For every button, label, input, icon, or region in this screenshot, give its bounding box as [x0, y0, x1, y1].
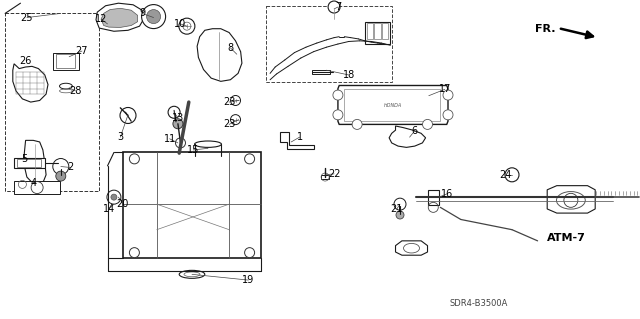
Circle shape	[394, 198, 406, 210]
Circle shape	[352, 119, 362, 130]
Text: 20: 20	[116, 198, 129, 209]
Circle shape	[175, 138, 186, 148]
Polygon shape	[197, 29, 242, 81]
Bar	[428, 190, 439, 205]
Circle shape	[333, 90, 343, 100]
Text: 24: 24	[499, 170, 512, 180]
Circle shape	[396, 211, 404, 219]
Polygon shape	[13, 64, 48, 102]
Text: 12: 12	[95, 14, 108, 24]
Bar	[374, 23, 381, 39]
Text: 15: 15	[187, 145, 200, 155]
Text: 14: 14	[102, 204, 115, 214]
Bar	[321, 175, 329, 179]
Bar	[266, 6, 392, 82]
Ellipse shape	[195, 153, 221, 159]
Bar	[17, 159, 41, 167]
Circle shape	[52, 159, 69, 174]
Text: 8: 8	[227, 43, 234, 53]
Circle shape	[168, 106, 180, 118]
Circle shape	[56, 171, 66, 181]
Circle shape	[111, 194, 117, 200]
Bar	[344, 89, 440, 121]
Text: 18: 18	[342, 70, 355, 80]
Text: 23: 23	[223, 97, 236, 107]
Circle shape	[230, 95, 241, 106]
Circle shape	[179, 18, 195, 34]
Text: 16: 16	[440, 189, 453, 199]
Ellipse shape	[179, 270, 205, 278]
Circle shape	[333, 110, 343, 120]
Circle shape	[230, 115, 241, 125]
Text: 26: 26	[19, 56, 32, 66]
Polygon shape	[24, 140, 46, 183]
Polygon shape	[101, 8, 138, 27]
Bar	[53, 53, 79, 70]
Bar	[56, 54, 75, 68]
Ellipse shape	[195, 141, 221, 147]
Bar	[365, 22, 390, 44]
Text: 3: 3	[117, 132, 124, 142]
Text: 5: 5	[21, 154, 28, 164]
Polygon shape	[123, 152, 261, 258]
Text: 4: 4	[30, 178, 36, 189]
Text: ATM-7: ATM-7	[547, 233, 586, 243]
Text: 10: 10	[174, 19, 187, 29]
Bar	[367, 23, 373, 39]
Text: 27: 27	[76, 46, 88, 56]
Circle shape	[505, 168, 519, 182]
Circle shape	[244, 248, 255, 258]
Circle shape	[141, 4, 166, 29]
Text: 22: 22	[328, 169, 340, 179]
Polygon shape	[396, 241, 428, 255]
Circle shape	[244, 154, 255, 164]
Bar	[14, 158, 45, 168]
Text: 2: 2	[67, 162, 74, 173]
Text: 9: 9	[139, 8, 145, 19]
Bar	[312, 70, 330, 74]
Circle shape	[173, 119, 183, 129]
Text: 11: 11	[163, 134, 176, 144]
Text: FR.: FR.	[535, 24, 556, 34]
Circle shape	[328, 1, 340, 13]
Text: 23: 23	[223, 119, 236, 130]
Text: 17: 17	[438, 84, 451, 94]
Text: 7: 7	[335, 2, 341, 12]
Circle shape	[120, 108, 136, 123]
Polygon shape	[5, 13, 99, 191]
Circle shape	[129, 154, 140, 164]
Text: 13: 13	[172, 113, 184, 123]
Text: 19: 19	[242, 275, 255, 285]
Polygon shape	[547, 186, 595, 213]
Circle shape	[443, 110, 453, 120]
Polygon shape	[338, 85, 448, 124]
Text: 25: 25	[20, 12, 33, 23]
Circle shape	[564, 193, 578, 207]
Polygon shape	[96, 3, 144, 31]
Text: 21: 21	[390, 204, 403, 214]
Text: 28: 28	[69, 86, 82, 96]
Circle shape	[129, 248, 140, 258]
Text: SDR4-B3500A: SDR4-B3500A	[449, 299, 508, 308]
Text: 6: 6	[412, 126, 418, 136]
Polygon shape	[280, 132, 314, 149]
Circle shape	[422, 119, 433, 130]
Circle shape	[443, 90, 453, 100]
Polygon shape	[389, 126, 426, 147]
Text: 1: 1	[296, 132, 303, 142]
Bar	[382, 23, 388, 39]
Circle shape	[147, 10, 161, 24]
Circle shape	[107, 190, 121, 204]
Bar	[14, 181, 60, 194]
Text: HONDA: HONDA	[384, 103, 402, 108]
